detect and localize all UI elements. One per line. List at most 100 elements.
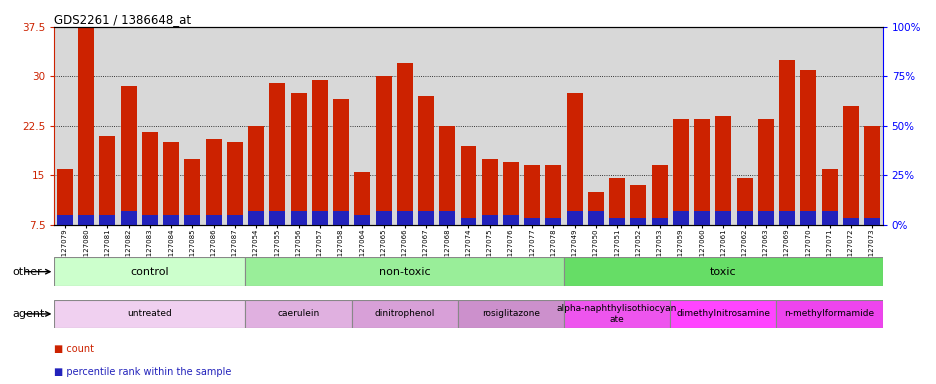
Bar [141, 132, 157, 225]
Bar [736, 179, 752, 225]
Text: non-toxic: non-toxic [378, 266, 431, 277]
Bar [312, 79, 328, 225]
Bar [842, 218, 857, 225]
Bar [566, 93, 582, 225]
Bar [184, 215, 200, 225]
Bar [78, 215, 94, 225]
Text: dimethylnitrosamine: dimethylnitrosamine [676, 310, 769, 318]
Text: other: other [12, 266, 42, 277]
Bar [821, 169, 837, 225]
Bar [439, 212, 455, 225]
Bar [333, 212, 348, 225]
Bar [163, 142, 179, 225]
Bar [184, 159, 200, 225]
Text: GDS2261 / 1386648_at: GDS2261 / 1386648_at [54, 13, 191, 26]
Text: ■ count: ■ count [54, 344, 95, 354]
Bar [563, 257, 882, 286]
Bar [715, 212, 730, 225]
Bar [270, 212, 285, 225]
Bar [248, 212, 264, 225]
Bar [397, 63, 412, 225]
Text: rosiglitazone: rosiglitazone [481, 310, 539, 318]
Bar [842, 106, 857, 225]
Bar [672, 119, 688, 225]
Bar [503, 215, 519, 225]
Bar [375, 76, 391, 225]
Bar [651, 166, 666, 225]
Bar [248, 126, 264, 225]
Bar [630, 218, 646, 225]
Bar [545, 166, 561, 225]
Text: ■ percentile rank within the sample: ■ percentile rank within the sample [54, 367, 231, 377]
Bar [206, 215, 221, 225]
Bar [563, 300, 669, 328]
Bar [778, 212, 794, 225]
Bar [672, 212, 688, 225]
Bar [630, 185, 646, 225]
Bar [694, 212, 709, 225]
Bar [375, 212, 391, 225]
Bar [354, 172, 370, 225]
Bar [397, 212, 412, 225]
Bar [245, 257, 563, 286]
Bar [799, 212, 815, 225]
Bar [351, 300, 458, 328]
Bar [587, 212, 603, 225]
Bar [270, 83, 285, 225]
Bar [458, 300, 563, 328]
Bar [99, 215, 115, 225]
Bar [566, 212, 582, 225]
Bar [799, 70, 815, 225]
Bar [227, 215, 242, 225]
Bar [524, 166, 539, 225]
Bar [778, 60, 794, 225]
Bar [312, 212, 328, 225]
Bar [757, 212, 773, 225]
Text: n-methylformamide: n-methylformamide [783, 310, 873, 318]
Text: toxic: toxic [709, 266, 736, 277]
Bar [354, 215, 370, 225]
Bar [863, 126, 879, 225]
Bar [227, 142, 242, 225]
Bar [245, 300, 351, 328]
Text: agent: agent [12, 309, 45, 319]
Bar [481, 159, 497, 225]
Bar [290, 212, 306, 225]
Bar [206, 139, 221, 225]
Bar [863, 218, 879, 225]
Bar [669, 300, 776, 328]
Bar [460, 146, 475, 225]
Bar [776, 300, 882, 328]
Bar [715, 116, 730, 225]
Bar [121, 212, 137, 225]
Bar [54, 300, 245, 328]
Bar [503, 162, 519, 225]
Bar [57, 215, 73, 225]
Bar [417, 96, 433, 225]
Text: untreated: untreated [127, 310, 172, 318]
Text: dinitrophenol: dinitrophenol [374, 310, 434, 318]
Bar [545, 218, 561, 225]
Bar [54, 257, 245, 286]
Text: caerulein: caerulein [277, 310, 319, 318]
Bar [99, 136, 115, 225]
Bar [608, 218, 624, 225]
Bar [163, 215, 179, 225]
Bar [290, 93, 306, 225]
Bar [587, 192, 603, 225]
Bar [694, 119, 709, 225]
Bar [651, 218, 666, 225]
Bar [524, 218, 539, 225]
Bar [460, 218, 475, 225]
Bar [78, 27, 94, 225]
Bar [821, 212, 837, 225]
Bar [121, 86, 137, 225]
Bar [57, 169, 73, 225]
Bar [608, 179, 624, 225]
Bar [333, 99, 348, 225]
Bar [141, 215, 157, 225]
Bar [736, 212, 752, 225]
Bar [757, 119, 773, 225]
Bar [481, 215, 497, 225]
Bar [417, 212, 433, 225]
